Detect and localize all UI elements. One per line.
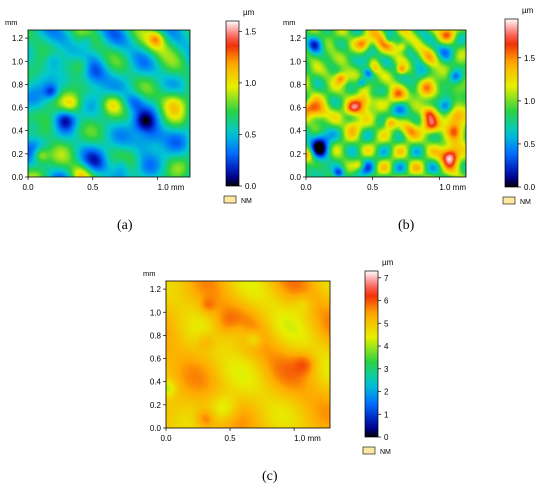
y-tick-label-2-5: 1.0	[150, 308, 162, 317]
nm-legend-label-0: NM	[241, 198, 252, 205]
panel-caption-b: (b)	[398, 218, 415, 233]
colorbar-2	[364, 270, 379, 438]
colorbar-tick-label-1-2: 1.0	[524, 97, 536, 106]
colorbar-tick-label-2-5: 5	[384, 319, 389, 328]
x-tick-label-2-2: 1.0 mm	[294, 434, 321, 443]
colorbar-unit-1: µm	[522, 6, 534, 15]
y-tick-label-2-4: 0.8	[150, 331, 162, 340]
colorbar-tick-label-0-0: 0.0	[245, 182, 257, 191]
panel-caption-a: (a)	[117, 218, 133, 233]
colorbar-tick-label-1-0: 0.0	[524, 183, 536, 192]
x-tick-label-1-0: 0.0	[300, 183, 312, 192]
y-tick-label-1-0: 0.0	[290, 173, 302, 182]
x-tick-label-0-2: 1.0 mm	[158, 183, 185, 192]
y-tick-label-0-3: 0.6	[12, 104, 24, 113]
colorbar-tick-label-2-2: 2	[384, 388, 389, 397]
y-unit-label-1: mm	[283, 18, 296, 27]
nm-legend-label-1: NM	[520, 199, 531, 206]
y-tick-label-2-1: 0.2	[150, 401, 162, 410]
plot-frame-1	[305, 29, 467, 178]
colorbar-0	[225, 20, 240, 187]
y-tick-label-2-3: 0.6	[150, 355, 162, 364]
nm-legend-swatch-2	[362, 446, 376, 455]
panel-caption-c: (c)	[262, 469, 278, 484]
colorbar-tick-label-0-2: 1.0	[245, 79, 257, 88]
plot-frame-0	[27, 29, 191, 178]
colorbar-tick-label-0-1: 0.5	[245, 130, 257, 139]
heatmap-panel-1: 0.0 0.2 0.4 0.6 0.8 1.0 1.2 mm 0.0 0.5 1.0 mm µm 0.0…	[283, 6, 536, 206]
colorbar-tick-label-2-1: 1	[384, 410, 389, 419]
y-tick-label-0-2: 0.4	[12, 127, 24, 136]
y-tick-label-0-4: 0.8	[12, 80, 24, 89]
x-tick-label-2-0: 0.0	[160, 434, 172, 443]
y-tick-label-1-6: 1.2	[290, 34, 302, 43]
x-tick-label-1-2: 1.0 mm	[439, 183, 466, 192]
heatmap-surface-2	[166, 281, 330, 428]
heatmap-surface-1	[306, 30, 466, 177]
y-tick-label-0-5: 1.0	[12, 57, 24, 66]
y-tick-label-2-6: 1.2	[150, 285, 162, 294]
y-tick-label-0-1: 0.2	[12, 150, 24, 159]
nm-legend-label-2: NM	[380, 449, 391, 456]
colorbar-tick-label-0-3: 1.5	[245, 27, 257, 36]
x-tick-label-0-0: 0.0	[22, 183, 34, 192]
colorbar-tick-label-1-1: 0.5	[524, 140, 536, 149]
colorbar-unit-2: µm	[382, 258, 394, 267]
colorbar-tick-label-2-3: 3	[384, 365, 389, 374]
x-tick-label-2-1: 0.5	[225, 434, 237, 443]
colorbar-tick-label-2-6: 6	[384, 297, 389, 306]
heatmap-surface-0	[28, 30, 190, 177]
y-tick-label-1-1: 0.2	[290, 150, 302, 159]
colorbar-1	[504, 18, 519, 188]
y-tick-label-1-4: 0.8	[290, 80, 302, 89]
y-unit-label-2: mm	[143, 269, 156, 278]
colorbar-tick-label-2-7: 7	[384, 274, 389, 283]
y-tick-label-2-0: 0.0	[150, 424, 162, 433]
nm-legend-swatch-0	[223, 195, 237, 204]
y-tick-label-1-3: 0.6	[290, 104, 302, 113]
nm-legend-swatch-1	[502, 196, 516, 205]
colorbar-tick-label-2-4: 4	[384, 342, 389, 351]
y-tick-label-2-2: 0.4	[150, 378, 162, 387]
plot-frame-2	[165, 280, 331, 429]
heatmap-panel-0: 0.0 0.2 0.4 0.6 0.8 1.0 1.2 mm 0.0 0.5 1.0 mm µm 0.0…	[5, 8, 257, 205]
colorbar-tick-label-1-3: 1.5	[524, 54, 536, 63]
x-tick-label-1-1: 0.5	[367, 183, 379, 192]
x-tick-label-0-1: 0.5	[87, 183, 99, 192]
colorbar-tick-label-2-0: 0	[384, 433, 389, 442]
y-unit-label-0: mm	[5, 18, 18, 27]
y-tick-label-1-2: 0.4	[290, 127, 302, 136]
heatmap-panel-2: 0.0 0.2 0.4 0.6 0.8 1.0 1.2 mm 0.0 0.5 1.0 mm µm 0 1 2…	[143, 258, 394, 456]
colorbar-unit-0: µm	[243, 8, 255, 17]
y-tick-label-0-0: 0.0	[12, 173, 24, 182]
y-tick-label-0-6: 1.2	[12, 34, 24, 43]
y-tick-label-1-5: 1.0	[290, 57, 302, 66]
